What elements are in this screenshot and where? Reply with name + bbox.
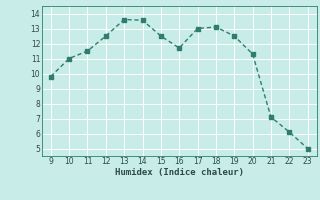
X-axis label: Humidex (Indice chaleur): Humidex (Indice chaleur): [115, 168, 244, 177]
